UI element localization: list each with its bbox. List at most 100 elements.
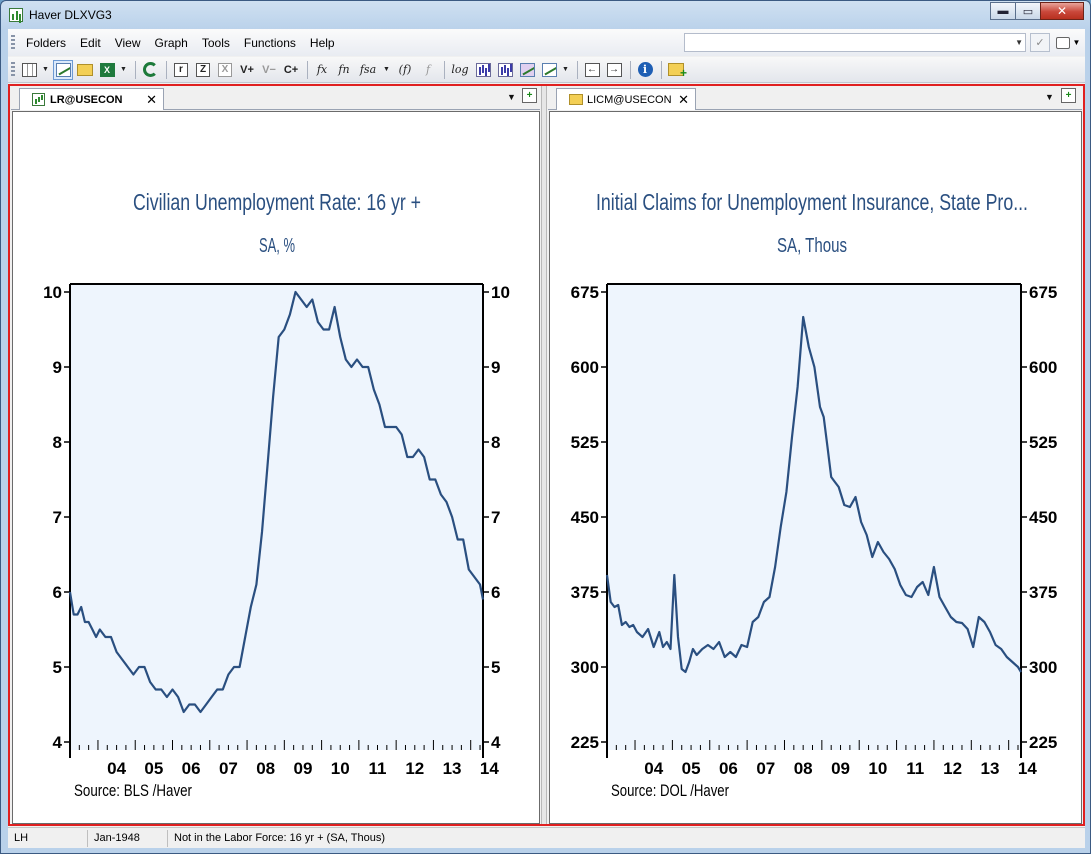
pane-splitter[interactable] — [541, 86, 547, 824]
open-folder-button[interactable] — [75, 60, 95, 80]
y-tick-label-left: 450 — [571, 508, 599, 527]
chart-style-button[interactable] — [539, 60, 559, 80]
excel-icon: X — [99, 62, 115, 77]
window-controls: ▬ ▭ ✕ — [990, 2, 1084, 20]
graph-view-button[interactable] — [53, 59, 73, 80]
y-tick-label-right: 4 — [491, 733, 501, 752]
y-tick-label-left: 675 — [571, 283, 599, 302]
back-button[interactable]: ← — [582, 60, 602, 80]
area-chart-icon — [519, 62, 535, 77]
tab-menu-icon[interactable]: ▼ — [1045, 92, 1054, 102]
tab-close-icon[interactable]: ✕ — [678, 92, 689, 107]
x-tick-label: 10 — [331, 759, 350, 778]
checkmark-icon: ✓ — [1035, 37, 1045, 49]
c-plus-button[interactable]: C+ — [283, 63, 299, 76]
forward-button[interactable]: → — [604, 60, 624, 80]
area-chart-button[interactable] — [517, 60, 537, 80]
excel-dropdown[interactable]: ▼ — [120, 66, 127, 73]
y-tick-label-left: 225 — [571, 733, 599, 752]
title-bar[interactable]: Haver DLXVG3 ▬ ▭ ✕ — [1, 1, 1090, 29]
tab-close-icon[interactable]: ✕ — [146, 92, 157, 107]
v-minus-button[interactable]: V− — [262, 63, 276, 76]
status-mode: LH — [8, 829, 88, 847]
tab-lr-usecon[interactable]: LR@USECON ✕ — [19, 88, 164, 110]
paren-f-button[interactable]: (f) — [398, 63, 412, 76]
close-button[interactable]: ✕ — [1040, 2, 1084, 20]
y-tick-label-left: 525 — [571, 433, 599, 452]
right-tabstrip: LICM@USECON ✕ ▼ + — [548, 86, 1082, 110]
folder-icon — [77, 63, 93, 76]
y-tick-label-right: 675 — [1029, 283, 1057, 302]
toolbar-grip-icon[interactable] — [11, 61, 15, 78]
y-tick-label-right: 10 — [491, 283, 510, 302]
add-tab-icon[interactable]: + — [522, 88, 537, 103]
series-combo-input[interactable]: ▼ — [684, 33, 1026, 52]
right-graph-pane: LICM@USECON ✕ ▼ + Initial Claims for Une… — [548, 86, 1082, 824]
column-chart-button[interactable] — [495, 60, 515, 80]
r-button[interactable]: r — [171, 60, 191, 80]
left-graph-canvas[interactable]: Civilian Unemployment Rate: 16 yr + SA, %… — [12, 111, 540, 824]
chart-subtitle: SA, % — [259, 235, 295, 257]
tab-menu-icon[interactable]: ▼ — [507, 92, 516, 102]
refresh-icon — [142, 62, 158, 77]
options-dropdown-button[interactable]: ▼ — [1053, 33, 1083, 52]
fsa-dropdown[interactable]: ▼ — [383, 66, 390, 73]
menu-folders[interactable]: Folders — [26, 35, 67, 50]
arrow-right-icon: → — [606, 62, 622, 77]
table-view-dropdown[interactable]: ▼ — [42, 66, 49, 73]
fn-button[interactable]: fn — [338, 63, 350, 76]
menu-edit[interactable]: Edit — [80, 35, 101, 50]
z-button[interactable]: Z — [193, 60, 213, 80]
chart-subtitle: SA, Thous — [777, 235, 847, 257]
y-tick-label-right: 375 — [1029, 583, 1057, 602]
maximize-button[interactable]: ▭ — [1015, 2, 1041, 20]
minimize-button[interactable]: ▬ — [990, 2, 1016, 20]
y-tick-label-right: 600 — [1029, 358, 1057, 377]
status-date: Jan-1948 — [88, 829, 168, 847]
menu-grip-icon[interactable] — [11, 34, 15, 51]
add-folder-icon — [668, 63, 687, 80]
log-button[interactable]: log — [451, 63, 469, 76]
info-button[interactable]: i — [635, 60, 655, 80]
info-icon: i — [637, 62, 653, 77]
menu-tools[interactable]: Tools — [201, 35, 230, 50]
y-tick-label-right: 8 — [491, 433, 500, 452]
x-tick-label: 13 — [443, 759, 462, 778]
bar-chart-button[interactable] — [473, 60, 493, 80]
square-icon — [1055, 36, 1070, 49]
series-line — [68, 290, 485, 714]
folder-icon — [569, 94, 583, 105]
excel-button[interactable]: X — [97, 60, 117, 80]
right-graph-canvas[interactable]: Initial Claims for Unemployment Insuranc… — [549, 111, 1082, 824]
fsa-button[interactable]: fsa — [359, 63, 377, 76]
series-line — [605, 315, 1022, 674]
x-tick-label: 05 — [144, 759, 163, 778]
arrow-left-icon: ← — [584, 62, 600, 77]
chevron-down-icon: ▼ — [1072, 38, 1081, 47]
chart-style-icon — [541, 62, 557, 77]
add-tab-icon[interactable]: + — [1061, 88, 1076, 103]
chart-style-dropdown[interactable]: ▼ — [562, 66, 569, 73]
refresh-button[interactable] — [140, 60, 160, 80]
y-tick-label-left: 375 — [571, 583, 599, 602]
x-button[interactable]: X — [215, 60, 235, 80]
check-button[interactable]: ✓ — [1030, 33, 1050, 52]
x-tick-label: 05 — [682, 759, 701, 778]
table-view-button[interactable] — [19, 60, 39, 80]
menu-graph[interactable]: Graph — [154, 35, 188, 50]
f-button[interactable]: f — [425, 63, 431, 76]
y-tick-label-left: 10 — [43, 283, 62, 302]
tab-licm-usecon[interactable]: LICM@USECON ✕ — [556, 88, 696, 110]
y-tick-label-right: 5 — [491, 658, 500, 677]
menu-view[interactable]: View — [114, 35, 141, 50]
x-tick-label: 08 — [794, 759, 813, 778]
v-plus-button[interactable]: V+ — [240, 63, 254, 76]
menu-help[interactable]: Help — [309, 35, 335, 50]
fx-button[interactable]: fx — [316, 63, 328, 76]
window-title: Haver DLXVG3 — [29, 8, 112, 22]
new-folder-button[interactable] — [666, 60, 687, 80]
menu-functions[interactable]: Functions — [243, 35, 296, 50]
chevron-down-icon[interactable]: ▼ — [1015, 38, 1023, 47]
source-note: Source: BLS /Haver — [74, 781, 192, 800]
